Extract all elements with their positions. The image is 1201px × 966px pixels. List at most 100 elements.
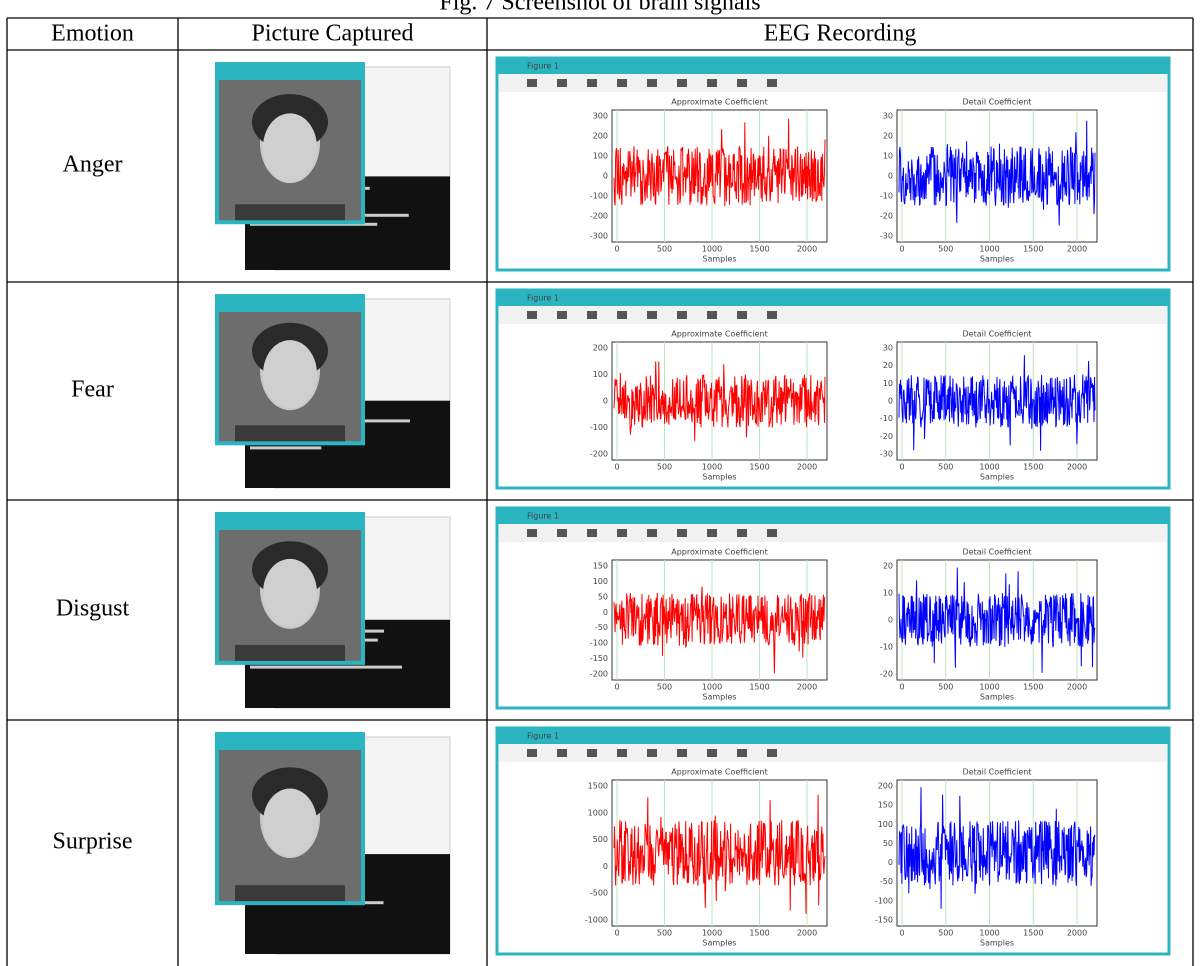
y-tick-label: -200 (590, 212, 608, 221)
x-tick-label: 0 (899, 245, 904, 254)
window-title: Figure 1 (527, 732, 559, 741)
plot-title: Approximate Coefficient (671, 330, 768, 339)
y-tick-label: 0 (888, 397, 893, 406)
x-tick-label: 1500 (749, 463, 769, 472)
x-axis-label: Samples (702, 693, 736, 702)
toolbar-icon (707, 79, 717, 87)
x-tick-label: 1500 (749, 683, 769, 692)
header-cell: EEG Recording (764, 21, 917, 47)
shoulders (235, 204, 345, 220)
window-title: Figure 1 (527, 62, 559, 71)
y-tick-label: -30 (880, 450, 893, 459)
photo-screenshot (215, 294, 450, 488)
plot-title: Detail Coefficient (963, 768, 1032, 777)
y-tick-label: 20 (883, 132, 893, 141)
y-tick-label: 20 (883, 562, 893, 571)
y-tick-label: 200 (878, 782, 893, 791)
window-title: Figure 1 (527, 512, 559, 521)
y-tick-label: 0 (888, 616, 893, 625)
y-tick-label: -500 (590, 889, 608, 898)
x-tick-label: 1500 (1023, 683, 1043, 692)
toolbar-icon (587, 749, 597, 757)
y-tick-label: -10 (880, 192, 893, 201)
x-tick-label: 1000 (702, 245, 722, 254)
terminal-text (250, 666, 402, 669)
toolbar-icon (587, 311, 597, 319)
title-bar (497, 58, 1169, 74)
y-tick-label: 1500 (588, 782, 608, 791)
toolbar (499, 524, 1167, 542)
x-tick-label: 500 (657, 683, 672, 692)
x-tick-label: 1500 (1023, 245, 1043, 254)
y-tick-label: 200 (593, 344, 608, 353)
x-tick-label: 2000 (1067, 245, 1087, 254)
photo-screenshot (215, 732, 450, 954)
y-tick-label: -50 (880, 877, 893, 886)
toolbar-icon (617, 79, 627, 87)
x-tick-label: 0 (899, 929, 904, 938)
y-tick-label: -10 (880, 643, 893, 652)
y-tick-label: 150 (878, 801, 893, 810)
x-tick-label: 500 (657, 929, 672, 938)
photo-screenshot (215, 512, 450, 708)
y-tick-label: 300 (593, 112, 608, 121)
y-tick-label: -200 (590, 450, 608, 459)
toolbar-icon (647, 79, 657, 87)
x-tick-label: 1500 (749, 245, 769, 254)
y-tick-label: 30 (883, 344, 893, 353)
y-tick-label: 10 (883, 152, 893, 161)
y-tick-label: -10 (880, 414, 893, 423)
x-tick-label: 1000 (979, 929, 999, 938)
face (263, 559, 317, 627)
toolbar-icon (767, 79, 777, 87)
toolbar-icon (527, 749, 537, 757)
toolbar-icon (767, 311, 777, 319)
plot-title: Approximate Coefficient (671, 98, 768, 107)
toolbar-icon (677, 79, 687, 87)
emotion-label: Anger (63, 152, 123, 178)
x-tick-label: 1000 (979, 245, 999, 254)
toolbar-icon (707, 749, 717, 757)
plot-title: Detail Coefficient (963, 98, 1032, 107)
x-axis-label: Samples (980, 255, 1014, 264)
toolbar-icon (617, 749, 627, 757)
toolbar (499, 744, 1167, 762)
x-tick-label: 1000 (979, 683, 999, 692)
toolbar-icon (677, 749, 687, 757)
y-tick-label: -150 (875, 916, 893, 925)
toolbar-icon (647, 529, 657, 537)
x-tick-label: 1000 (702, 463, 722, 472)
toolbar-icon (617, 311, 627, 319)
toolbar-icon (737, 311, 747, 319)
toolbar-icon (737, 529, 747, 537)
x-tick-label: 2000 (797, 683, 817, 692)
toolbar-icon (557, 311, 567, 319)
terminal-text (250, 446, 321, 449)
x-tick-label: 0 (899, 463, 904, 472)
y-tick-label: 500 (593, 835, 608, 844)
y-tick-label: 150 (593, 562, 608, 571)
emotion-label: Surprise (53, 829, 133, 855)
toolbar-icon (767, 529, 777, 537)
x-axis-label: Samples (980, 693, 1014, 702)
x-tick-label: 1500 (1023, 929, 1043, 938)
y-tick-label: -30 (880, 232, 893, 241)
x-tick-label: 0 (899, 683, 904, 692)
shoulders (235, 885, 345, 901)
plot-title: Detail Coefficient (963, 548, 1032, 557)
plot-title: Detail Coefficient (963, 330, 1032, 339)
x-tick-label: 2000 (797, 929, 817, 938)
header-cell: Emotion (51, 21, 134, 47)
face (263, 113, 317, 181)
x-tick-label: 2000 (797, 463, 817, 472)
y-tick-label: 0 (603, 862, 608, 871)
toolbar-icon (677, 311, 687, 319)
emotion-label: Fear (71, 377, 114, 403)
y-tick-label: 200 (593, 132, 608, 141)
y-tick-label: 0 (603, 397, 608, 406)
caption: Fig. 7 Screenshot of brain signals (439, 0, 760, 16)
plot-title: Approximate Coefficient (671, 548, 768, 557)
title-bar (497, 290, 1169, 306)
x-tick-label: 0 (614, 245, 619, 254)
y-tick-label: -100 (875, 896, 893, 905)
